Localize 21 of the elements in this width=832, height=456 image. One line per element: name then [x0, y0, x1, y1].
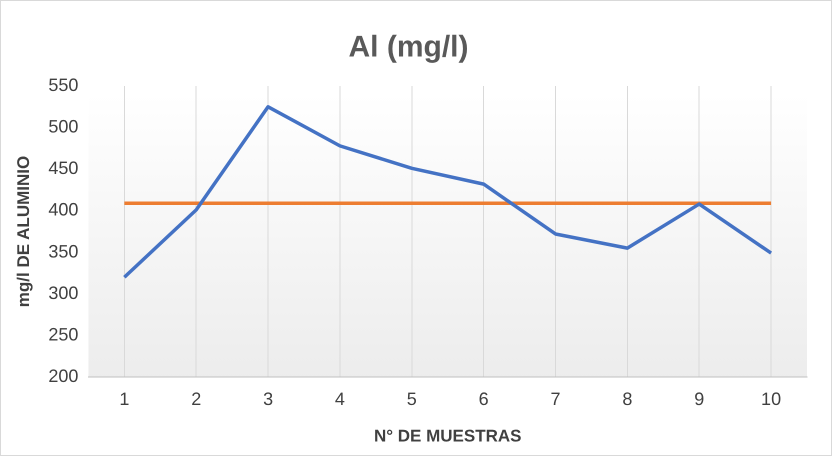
y-tick-label: 250 — [48, 324, 78, 344]
x-tick-label: 2 — [191, 388, 202, 409]
y-tick-label: 450 — [48, 158, 78, 178]
y-tick-label: 500 — [48, 116, 78, 137]
x-tick-label: 7 — [550, 388, 561, 409]
x-tick-label: 3 — [263, 388, 274, 409]
x-tick-label: 4 — [334, 388, 345, 409]
y-tick-label: 300 — [48, 282, 78, 303]
x-tick-label: 10 — [761, 388, 782, 409]
x-tick-label: 1 — [119, 388, 130, 409]
x-tick-label: 9 — [694, 388, 704, 409]
y-axis-title: mg/l DE ALUMINIO — [14, 156, 33, 308]
y-tick-label: 200 — [48, 366, 78, 386]
y-tick-label: 400 — [48, 200, 78, 220]
x-tick-label: 6 — [478, 388, 489, 409]
x-axis-title: N° DE MUESTRAS — [374, 426, 522, 446]
y-tick-label: 350 — [48, 241, 78, 262]
chart-title: Al (mg/l) — [348, 30, 468, 64]
x-tick-label: 8 — [622, 388, 632, 409]
y-tick-label: 550 — [48, 74, 78, 95]
x-tick-label: 5 — [406, 388, 417, 409]
